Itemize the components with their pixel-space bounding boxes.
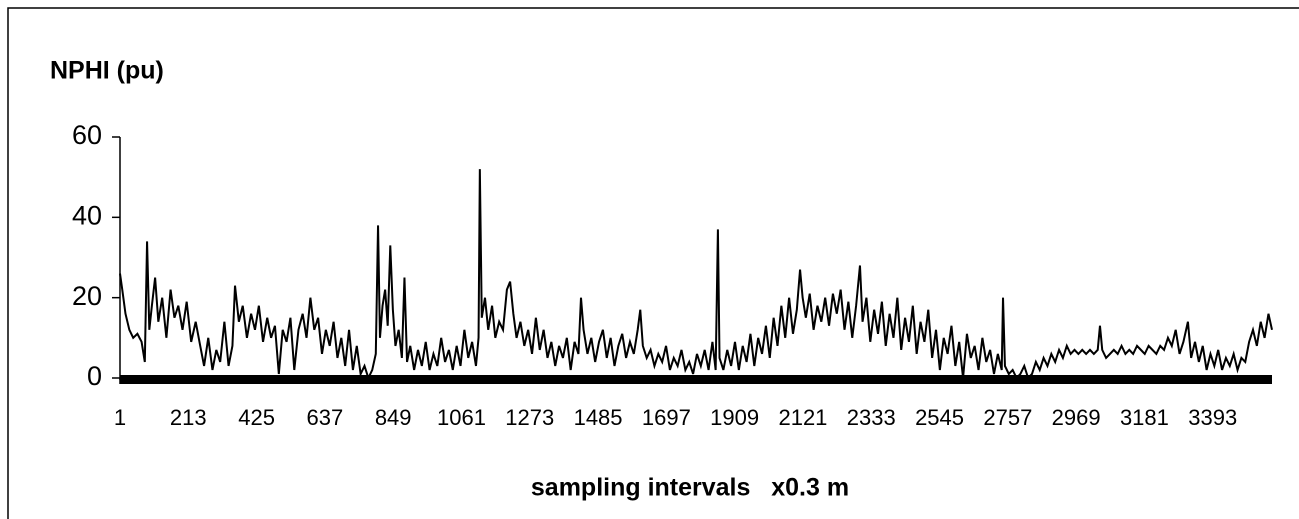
x-tick-label: 1909	[710, 405, 759, 430]
y-tick-label: 60	[72, 120, 102, 150]
y-tick-label: 0	[87, 361, 102, 391]
x-tick-label: 3181	[1120, 405, 1169, 430]
x-tick-label: 1	[114, 405, 126, 430]
y-tick-label: 40	[72, 200, 102, 230]
frame	[7, 7, 1299, 519]
y-tick-label: 20	[72, 281, 102, 311]
x-axis-band	[120, 375, 1272, 384]
data-line	[119, 169, 1273, 381]
x-tick-label: 3393	[1188, 405, 1237, 430]
x-tick-label: 2969	[1052, 405, 1101, 430]
x-tick-label: 425	[238, 405, 275, 430]
x-tick-label: 637	[307, 405, 344, 430]
x-tick-label: 2757	[983, 405, 1032, 430]
x-axis-label: sampling intervals x0.3 m	[531, 474, 849, 502]
x-tick-label: 1697	[642, 405, 691, 430]
x-tick-label: 2121	[778, 405, 827, 430]
chart-title: NPHI (pu)	[50, 57, 164, 85]
x-tick-label: 1273	[505, 405, 554, 430]
x-tick-label: 213	[170, 405, 207, 430]
x-tick-label: 1485	[574, 405, 623, 430]
x-tick-label: 1061	[437, 405, 486, 430]
x-tick-label: 2545	[915, 405, 964, 430]
x-tick-label: 2333	[847, 405, 896, 430]
x-tick-label: 849	[375, 405, 412, 430]
